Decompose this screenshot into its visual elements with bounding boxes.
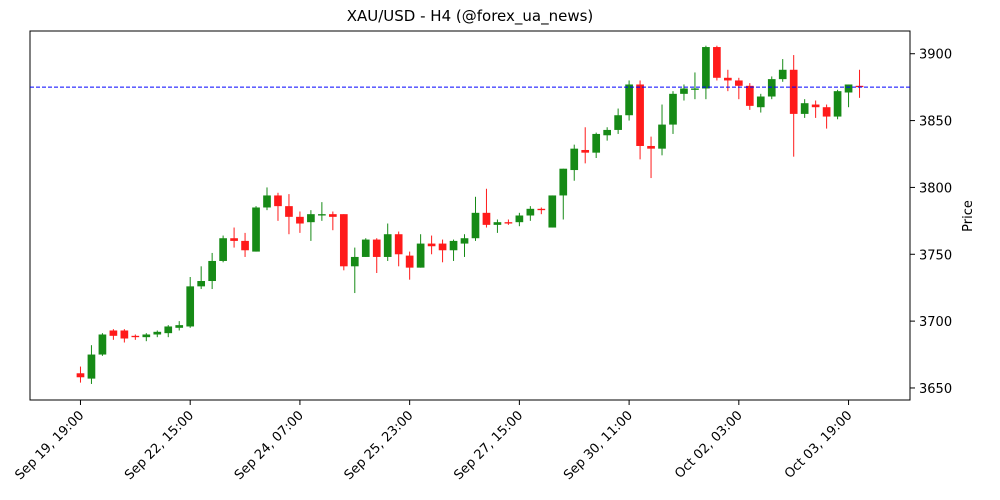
candle-body xyxy=(493,222,502,225)
candle-body xyxy=(252,207,260,252)
candle-body xyxy=(153,331,162,335)
candle-body xyxy=(339,214,348,267)
candle-body xyxy=(811,104,820,108)
candle-body xyxy=(767,79,776,97)
candle-body xyxy=(669,93,677,125)
candle-body xyxy=(285,206,293,217)
candle-body xyxy=(296,216,304,224)
candle-body xyxy=(526,208,535,216)
plot-frame xyxy=(29,30,911,401)
y-tick-label: 3900 xyxy=(919,48,952,63)
candle-body xyxy=(625,84,633,116)
candle-body xyxy=(756,96,765,108)
candle-body xyxy=(713,47,721,78)
candle-body xyxy=(241,240,249,251)
candle-body xyxy=(208,260,216,282)
candle-body xyxy=(263,195,271,208)
y-tick-label: 3850 xyxy=(919,115,952,130)
candle-body xyxy=(504,222,513,224)
candle-body xyxy=(109,330,118,336)
candle-body xyxy=(416,243,425,268)
candle-body xyxy=(833,91,842,117)
candle-body xyxy=(438,243,447,251)
x-tick-label: Sep 19, 19:00 xyxy=(12,408,87,483)
candle-body xyxy=(394,234,403,255)
candle-body xyxy=(658,124,666,149)
candle-body xyxy=(361,239,370,257)
x-tick-label: Sep 22, 15:00 xyxy=(122,408,197,483)
candle-body xyxy=(383,234,392,257)
candle-body xyxy=(427,243,436,247)
candle-body xyxy=(822,107,831,117)
x-tick-label: Sep 30, 11:00 xyxy=(561,408,636,483)
candle-body xyxy=(515,215,524,223)
candle-body xyxy=(778,69,787,80)
x-tick-label: Sep 27, 15:00 xyxy=(451,408,526,483)
candle-body xyxy=(734,80,743,86)
candle-body xyxy=(318,214,326,216)
candle-body xyxy=(120,330,129,339)
candle-body xyxy=(350,256,359,267)
candle-body xyxy=(745,85,754,106)
y-tick-label: 3800 xyxy=(919,181,952,196)
y-tick-label: 3650 xyxy=(919,382,952,397)
candle-body xyxy=(789,69,798,114)
candle-body xyxy=(372,239,381,257)
candle-body xyxy=(87,354,96,379)
candle-body xyxy=(230,238,238,241)
candle-body xyxy=(537,208,546,211)
candle-body xyxy=(570,148,579,171)
candle-body xyxy=(164,326,173,334)
chart-title: XAU/USD - H4 (@forex_ua_news) xyxy=(347,7,594,26)
candle-body xyxy=(482,212,491,225)
y-tick-label: 3750 xyxy=(919,248,952,263)
candle-body xyxy=(471,212,480,239)
candle-body xyxy=(647,145,655,149)
candle-body xyxy=(131,335,140,338)
candle-body xyxy=(98,334,107,355)
candle-body xyxy=(219,238,227,261)
x-tick-label: Sep 24, 07:00 xyxy=(232,408,307,483)
candle-body xyxy=(614,115,622,130)
candle-body xyxy=(724,77,732,81)
candle-body xyxy=(460,238,469,244)
candle-body xyxy=(548,195,557,228)
candle-body xyxy=(844,84,853,93)
candle-body xyxy=(175,325,184,328)
candle-body xyxy=(636,84,644,146)
candle-body xyxy=(186,286,195,327)
candle-body xyxy=(307,214,315,223)
candle-body xyxy=(800,103,809,114)
x-tick-label: Oct 03, 19:00 xyxy=(782,408,855,481)
y-tick-label: 3700 xyxy=(919,315,952,330)
candle-body xyxy=(680,88,688,94)
candle-body xyxy=(702,47,710,89)
candle-body xyxy=(559,168,568,196)
candle-body xyxy=(449,240,458,251)
candle-body xyxy=(329,214,337,217)
x-tick-label: Oct 02, 03:00 xyxy=(672,408,745,481)
y-axis-label: Price xyxy=(961,200,976,232)
candle-body xyxy=(691,88,699,90)
candle-body xyxy=(405,255,414,268)
candle-body xyxy=(603,129,611,136)
candle-body xyxy=(581,149,590,153)
candle-body xyxy=(76,373,85,378)
candle-body xyxy=(855,85,864,88)
candle-body xyxy=(274,195,282,207)
candle-body xyxy=(592,133,601,153)
x-tick-label: Sep 25, 23:00 xyxy=(342,408,417,483)
candle-body xyxy=(197,281,206,287)
candle-body xyxy=(142,334,151,338)
